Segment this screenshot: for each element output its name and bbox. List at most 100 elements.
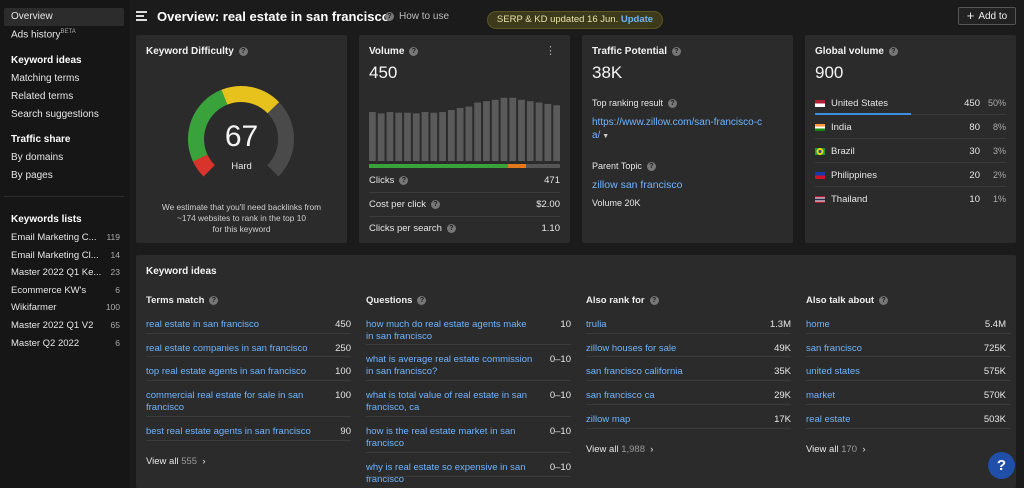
keyword-list-item[interactable]: Master 2022 Q1 V2 65 xyxy=(11,320,120,331)
plus-icon: + xyxy=(966,8,975,23)
keyword-link[interactable]: what is total value of real estate in sa… xyxy=(366,390,528,413)
menu-icon[interactable] xyxy=(136,11,147,21)
question-icon[interactable]: ? xyxy=(417,296,427,305)
volume-bar xyxy=(421,112,429,161)
question-icon[interactable]: ? xyxy=(409,47,419,56)
keyword-link[interactable]: why is real estate so expensive in san f… xyxy=(366,462,526,485)
kd-note: We estimate that you'll need backlinks f… xyxy=(136,202,347,235)
sidebar-item-related-terms[interactable]: Related terms xyxy=(11,91,74,102)
questions-heading-label: Questions xyxy=(366,295,413,306)
keyword-list-item[interactable]: Master Q2 2022 6 xyxy=(11,338,120,349)
question-icon[interactable]: ? xyxy=(209,296,219,305)
keyword-link[interactable]: what is average real estate commission i… xyxy=(366,354,533,377)
list-name: Ecommerce KW's xyxy=(11,285,87,296)
kd-title-label: Keyword Difficulty xyxy=(146,46,234,57)
keyword-list-item[interactable]: Email Marketing C... 119 xyxy=(11,232,120,243)
country-row[interactable]: India 80 8% xyxy=(815,122,1006,133)
question-icon[interactable]: ? xyxy=(446,224,456,233)
view-all-label: View all xyxy=(146,456,179,467)
keyword-ideas-title: Keyword ideas xyxy=(146,266,217,277)
volume-bar xyxy=(535,102,543,161)
keyword-link[interactable]: commercial real estate for sale in san f… xyxy=(146,390,304,413)
keyword-link[interactable]: real estate xyxy=(806,414,851,425)
chevron-right-icon: › xyxy=(862,444,866,455)
keyword-link[interactable]: top real estate agents in san francisco xyxy=(146,366,307,377)
sidebar: Overview Ads historyBETA Keyword ideas M… xyxy=(0,0,130,488)
keyword-volume: 570K xyxy=(983,390,1006,401)
traffic-title-label: Traffic Potential xyxy=(592,46,668,57)
question-icon[interactable]: ? xyxy=(668,98,678,108)
caret-down-icon[interactable]: ▼ xyxy=(600,133,610,140)
sidebar-item-matching-terms[interactable]: Matching terms xyxy=(11,73,80,84)
sidebar-item-overview[interactable]: Overview xyxy=(4,8,124,26)
keyword-link[interactable]: trulia xyxy=(586,319,607,330)
parent-topic-link[interactable]: zillow san francisco xyxy=(592,179,683,191)
keyword-volume: 575K xyxy=(983,366,1006,377)
keyword-link[interactable]: market xyxy=(806,390,836,401)
top-ranking-url[interactable]: https://www.zillow.com/san-francisco-c a… xyxy=(592,116,787,143)
cps-label: Clicks per search xyxy=(369,223,442,234)
view-all-link[interactable]: View all 170 › xyxy=(806,444,866,455)
list-name: Master 2022 Q1 Ke... xyxy=(11,267,102,278)
chevron-right-icon: › xyxy=(650,444,654,455)
view-all-link[interactable]: View all 1,988 › xyxy=(586,444,653,455)
keyword-volume: 90 xyxy=(340,426,351,437)
keyword-list-item[interactable]: Ecommerce KW's 6 xyxy=(11,285,120,296)
global-title-label: Global volume xyxy=(815,46,884,57)
country-row[interactable]: United States 450 50% xyxy=(815,98,1006,109)
question-icon[interactable]: ? xyxy=(399,176,409,185)
how-to-use-link[interactable]: ? How to use xyxy=(385,11,449,22)
beta-badge: BETA xyxy=(60,29,76,35)
list-count: 14 xyxy=(110,250,120,260)
keyword-link[interactable]: how is the real estate market in san fra… xyxy=(366,426,516,449)
question-icon[interactable]: ? xyxy=(888,47,898,56)
keyword-link[interactable]: san francisco california xyxy=(586,366,683,377)
volume-trend-chart xyxy=(369,97,560,161)
update-link[interactable]: Update xyxy=(620,14,654,25)
keyword-list-item[interactable]: Email Marketing Cl... 14 xyxy=(11,250,120,261)
add-to-label: Add to xyxy=(978,10,1008,22)
question-icon[interactable]: ? xyxy=(431,200,441,209)
country-row[interactable]: Brazil 30 3% xyxy=(815,146,1006,157)
question-icon[interactable]: ? xyxy=(646,161,656,171)
list-count: 100 xyxy=(105,302,120,312)
list-name: Wikifarmer xyxy=(11,302,57,313)
sidebar-item-search-suggestions[interactable]: Search suggestions xyxy=(11,109,99,120)
keyword-link[interactable]: best real estate agents in san francisco xyxy=(146,426,311,437)
keyword-link[interactable]: san francisco ca xyxy=(586,390,655,401)
sidebar-item-ads-history[interactable]: Ads historyBETA xyxy=(11,29,76,40)
keyword-link[interactable]: united states xyxy=(806,366,860,377)
question-icon[interactable]: ? xyxy=(672,47,682,56)
question-icon[interactable]: ? xyxy=(238,47,248,56)
keyword-volume: 29K xyxy=(774,390,791,401)
sidebar-item-by-pages[interactable]: By pages xyxy=(11,170,53,181)
help-button[interactable]: ? xyxy=(988,452,1015,479)
global-title: Global volume? xyxy=(815,46,898,57)
keyword-link[interactable]: real estate in san francisco xyxy=(146,319,260,330)
keyword-link[interactable]: real estate companies in san francisco xyxy=(146,343,308,354)
view-all-link[interactable]: View all 555 › xyxy=(146,456,206,467)
question-icon[interactable]: ? xyxy=(879,296,889,305)
add-to-button[interactable]: + Add to xyxy=(958,7,1016,25)
keyword-link[interactable]: zillow houses for sale xyxy=(586,343,677,354)
traffic-potential-panel: Traffic Potential? 38K Top ranking resul… xyxy=(582,35,793,243)
sidebar-item-by-domains[interactable]: By domains xyxy=(11,152,64,163)
country-value: 20 xyxy=(969,170,980,181)
more-options-icon[interactable]: ⋮ xyxy=(545,45,556,57)
top-url-line1[interactable]: https://www.zillow.com/san-francisco-c xyxy=(592,117,763,128)
keyword-list-item[interactable]: Wikifarmer 100 xyxy=(11,302,120,313)
country-name: Brazil xyxy=(831,146,855,157)
country-row[interactable]: Thailand 10 1% xyxy=(815,194,1006,205)
divider xyxy=(815,162,1006,163)
keyword-link[interactable]: how much do real estate agents make in s… xyxy=(366,319,527,342)
volume-bar xyxy=(404,112,411,161)
top-url-line2[interactable]: a/ xyxy=(592,130,601,141)
keyword-link[interactable]: zillow map xyxy=(586,414,631,425)
keyword-difficulty-panel: Keyword Difficulty? 67 Hard We estimate … xyxy=(136,35,347,243)
keyword-link[interactable]: home xyxy=(806,319,830,330)
country-row[interactable]: Philippines 20 2% xyxy=(815,170,1006,181)
keyword-volume: 5.4M xyxy=(984,319,1006,330)
keyword-list-item[interactable]: Master 2022 Q1 Ke... 23 xyxy=(11,267,120,278)
question-icon[interactable]: ? xyxy=(649,296,659,305)
keyword-link[interactable]: san francisco xyxy=(806,343,862,354)
